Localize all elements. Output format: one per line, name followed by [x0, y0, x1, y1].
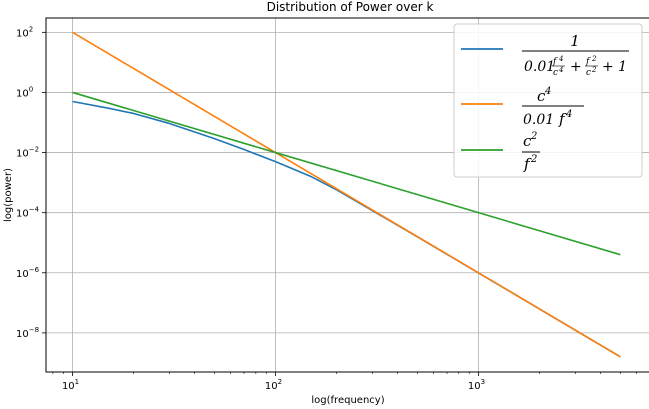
svg-text:2: 2 — [591, 66, 597, 74]
x-tick-label-1: 102 — [265, 378, 282, 392]
series-layer — [72, 31, 621, 358]
svg-text:f: f — [552, 57, 558, 67]
y-tick-label-4: 10−6 — [16, 266, 40, 280]
svg-text:4: 4 — [558, 66, 563, 74]
svg-text:f: f — [558, 110, 567, 128]
legend: 1 0.01 f 4 c 4 + f 2 c 2 + 1 c 4 0.01 f … — [453, 23, 643, 178]
x-tick-label-2: 103 — [468, 378, 485, 392]
legend-box — [453, 23, 643, 178]
x-tick-label-0: 101 — [62, 378, 79, 392]
svg-text:f: f — [585, 57, 591, 67]
svg-text:4: 4 — [558, 55, 563, 63]
legend-label-series-1: 1 0.01 f 4 c 4 + f 2 c 2 + 1 — [522, 32, 629, 78]
svg-text:0.01: 0.01 — [523, 112, 554, 128]
svg-text:4: 4 — [565, 109, 572, 120]
svg-text:4: 4 — [544, 86, 551, 97]
svg-text:2: 2 — [530, 154, 537, 165]
x-axis-label: log(frequency) — [311, 395, 384, 406]
legend-label-series-3: c 2 f 2 — [522, 131, 540, 173]
svg-text:2: 2 — [591, 55, 597, 63]
svg-text:0.01: 0.01 — [524, 59, 555, 75]
y-tick-label-5: 10−8 — [16, 326, 39, 340]
y-tick-label-2: 10−2 — [16, 146, 39, 160]
svg-text:2: 2 — [530, 131, 537, 142]
svg-text:1: 1 — [570, 32, 580, 50]
svg-text:f: f — [523, 155, 532, 173]
plot-frame — [45, 17, 649, 373]
y-tick-label-0: 102 — [16, 25, 33, 39]
svg-text:c: c — [553, 68, 558, 78]
y-tick-label-3: 10−4 — [16, 206, 40, 220]
y-tick-label-1: 100 — [16, 85, 33, 99]
svg-text:+ 1: + 1 — [602, 59, 627, 75]
svg-text:c: c — [537, 87, 546, 105]
legend-label-series-2: c 4 0.01 f 4 — [522, 86, 584, 128]
svg-text:+: + — [570, 59, 582, 75]
svg-text:c: c — [523, 132, 532, 150]
series-line-2 — [72, 31, 621, 358]
svg-text:c: c — [586, 68, 591, 78]
series-line-3 — [72, 91, 621, 256]
ticks: 101 102 103 102 100 10−2 10−4 10−6 10−8 — [16, 25, 637, 392]
y-axis-label: log(power) — [3, 168, 14, 222]
chart-title: Distribution of Power over k — [267, 0, 434, 14]
